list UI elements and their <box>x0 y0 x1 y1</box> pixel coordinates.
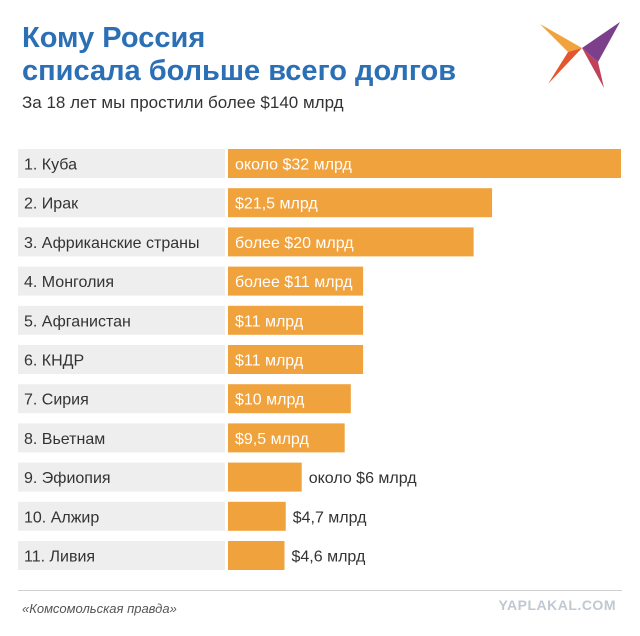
category-label: 5. Афганистан <box>24 313 131 330</box>
source-credit: «Комсомольская правда» <box>22 601 177 616</box>
category-label: 9. Эфиопия <box>24 470 111 487</box>
chart-subtitle: За 18 лет мы простили более $140 млрд <box>22 93 344 112</box>
bar-value-label: более $20 млрд <box>235 235 354 252</box>
category-label-bg <box>18 345 225 374</box>
category-label: 11. Ливия <box>24 549 95 566</box>
bar <box>228 227 474 257</box>
bar-value-label: более $11 млрд <box>235 274 353 291</box>
bar <box>228 345 364 374</box>
category-label-bg <box>18 266 225 296</box>
category-label-bg <box>18 227 225 257</box>
category-label-bg <box>18 188 225 218</box>
category-label-bg <box>18 149 225 178</box>
bar-value-label: $11 млрд <box>235 313 304 330</box>
bar <box>228 266 364 296</box>
bar-value-label: $21,5 млрд <box>235 196 318 213</box>
swallow-bird-icon <box>540 22 620 88</box>
category-label-bg <box>18 423 225 453</box>
footer-divider <box>18 590 622 591</box>
chart-title-line-2: списала больше всего долгов <box>22 55 457 87</box>
bar-value-label: около $6 млрд <box>309 470 418 487</box>
category-label: 4. Монголия <box>24 274 114 291</box>
bar <box>228 501 286 531</box>
category-label-bg <box>18 384 225 414</box>
category-label-bg <box>18 541 225 570</box>
bar-value-label: $4,6 млрд <box>291 549 365 566</box>
bar <box>228 541 285 570</box>
category-label: 3. Африканские страны <box>24 235 199 252</box>
category-label-bg <box>18 305 225 335</box>
bar <box>228 462 302 492</box>
category-label: 6. КНДР <box>24 353 84 370</box>
category-label-bg <box>18 501 225 531</box>
category-label: 1. Куба <box>24 157 77 174</box>
chart-title: Кому Россия списала больше всего долгов <box>22 22 456 88</box>
bar <box>228 149 621 178</box>
category-label: 8. Вьетнам <box>24 431 105 448</box>
bar <box>228 188 493 218</box>
chart-title-line-1: Кому Россия <box>22 22 206 54</box>
bar <box>228 384 351 414</box>
bar-value-label: $4,7 млрд <box>293 509 367 526</box>
bar-value-label: $10 млрд <box>235 392 305 409</box>
category-label: 7. Сирия <box>24 392 89 409</box>
category-label: 10. Алжир <box>24 509 99 526</box>
category-label-bg <box>18 462 225 492</box>
category-label: 2. Ирак <box>24 196 79 213</box>
bar-value-label: около $32 млрд <box>235 157 352 174</box>
watermark: YAPLAKAL.COM <box>498 597 616 613</box>
bar <box>228 423 345 453</box>
bar <box>228 305 364 335</box>
bar-value-label: $9,5 млрд <box>235 431 309 448</box>
bar-value-label: $11 млрд <box>235 353 304 370</box>
